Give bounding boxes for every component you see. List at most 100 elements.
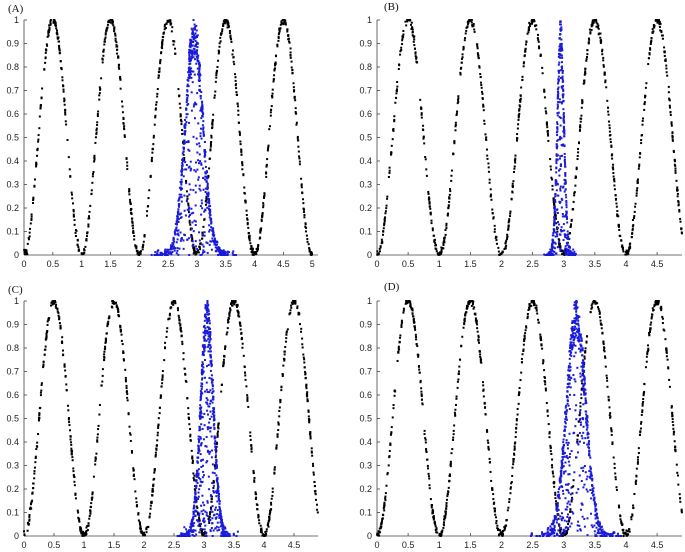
curve-point <box>62 84 65 87</box>
population-point <box>209 210 212 213</box>
curve-point <box>597 33 600 36</box>
curve-point <box>304 225 307 228</box>
curve-point <box>444 514 447 517</box>
population-point <box>554 195 557 198</box>
curve-point <box>428 484 431 487</box>
curve-point <box>432 234 435 237</box>
curve-point <box>405 24 408 27</box>
curve-point <box>569 225 572 228</box>
population-point <box>218 514 221 517</box>
curve-point <box>249 431 252 434</box>
population-point <box>555 166 558 169</box>
curve-point <box>491 212 494 215</box>
population-point <box>181 163 184 166</box>
curve-point <box>586 49 589 52</box>
curve-point <box>247 226 250 229</box>
curve-point <box>610 429 613 431</box>
curve-point <box>606 99 609 102</box>
population-point <box>557 92 560 95</box>
curve-point <box>676 474 679 477</box>
curve-point <box>101 368 104 371</box>
x-tick-label: 3.5 <box>589 259 602 269</box>
curve-point <box>601 53 604 56</box>
population-point <box>556 88 559 91</box>
curve-point <box>578 141 581 144</box>
curve-point <box>159 60 162 63</box>
curve-point <box>121 111 124 114</box>
population-point <box>192 512 195 515</box>
curve-point <box>641 404 644 407</box>
curve-point <box>485 148 488 151</box>
curve-point <box>633 210 636 213</box>
population-point <box>175 226 178 229</box>
curve-point <box>163 359 166 362</box>
curve-point <box>488 178 491 181</box>
curve-point <box>275 447 278 450</box>
curve-point <box>607 110 610 113</box>
curve-point <box>163 25 166 28</box>
population-point <box>201 480 204 483</box>
population-point <box>197 520 200 523</box>
population-point <box>218 253 221 256</box>
curve-point <box>441 529 444 532</box>
population-point <box>204 153 207 156</box>
population-point <box>208 452 211 455</box>
curve-point <box>232 56 235 59</box>
panel-2: (C)00.10.20.30.40.50.60.70.80.910 0.5 1 1.5… <box>6 284 319 550</box>
population-point <box>197 524 200 527</box>
population-point <box>221 254 224 256</box>
population-point <box>200 504 203 507</box>
curve-point <box>599 36 602 39</box>
population-point <box>213 418 216 421</box>
curve-point <box>616 210 619 213</box>
curve-point <box>179 113 182 116</box>
population-point <box>165 254 168 256</box>
curve-point <box>579 126 582 129</box>
population-point <box>154 251 157 254</box>
curve-point <box>665 67 668 70</box>
curve-point <box>89 510 92 513</box>
curve-point <box>422 129 425 132</box>
curve-point <box>227 319 230 322</box>
x-tick-label: 1 <box>437 540 442 550</box>
curve-point <box>187 211 190 214</box>
population-point <box>215 249 218 252</box>
population-point <box>206 365 209 368</box>
population-point <box>571 254 574 256</box>
curve-point <box>518 112 521 115</box>
curve-point <box>221 30 224 33</box>
curve-point <box>308 248 311 251</box>
population-point <box>203 234 206 237</box>
population-point <box>203 504 206 507</box>
population-point <box>207 475 210 478</box>
population-point <box>556 134 559 137</box>
curve-point <box>265 171 268 174</box>
curve-point <box>278 410 281 413</box>
curve-point <box>236 102 239 105</box>
curve-point <box>132 231 135 234</box>
curve-point <box>54 23 57 26</box>
population-point <box>195 533 198 536</box>
population-point <box>217 498 220 501</box>
y-tick-label: 0.5 <box>6 414 19 424</box>
population-point <box>197 448 200 451</box>
population-point <box>207 345 210 348</box>
curve-point <box>216 435 219 438</box>
population-point <box>214 440 217 443</box>
population-point <box>207 313 210 316</box>
curve-point <box>276 435 279 438</box>
population-point <box>195 143 198 146</box>
curve-point <box>636 187 639 190</box>
population-point <box>213 423 216 426</box>
population-point <box>216 529 219 532</box>
curve-point <box>429 213 432 216</box>
curve-point <box>558 243 561 246</box>
population-point <box>202 167 205 170</box>
curve-point <box>253 476 256 479</box>
population-point <box>176 233 179 236</box>
curve-point <box>72 467 75 470</box>
population-point <box>172 237 175 240</box>
population-point <box>196 34 199 37</box>
curve-point <box>400 49 403 52</box>
y-tick-label: 0.9 <box>6 39 19 49</box>
